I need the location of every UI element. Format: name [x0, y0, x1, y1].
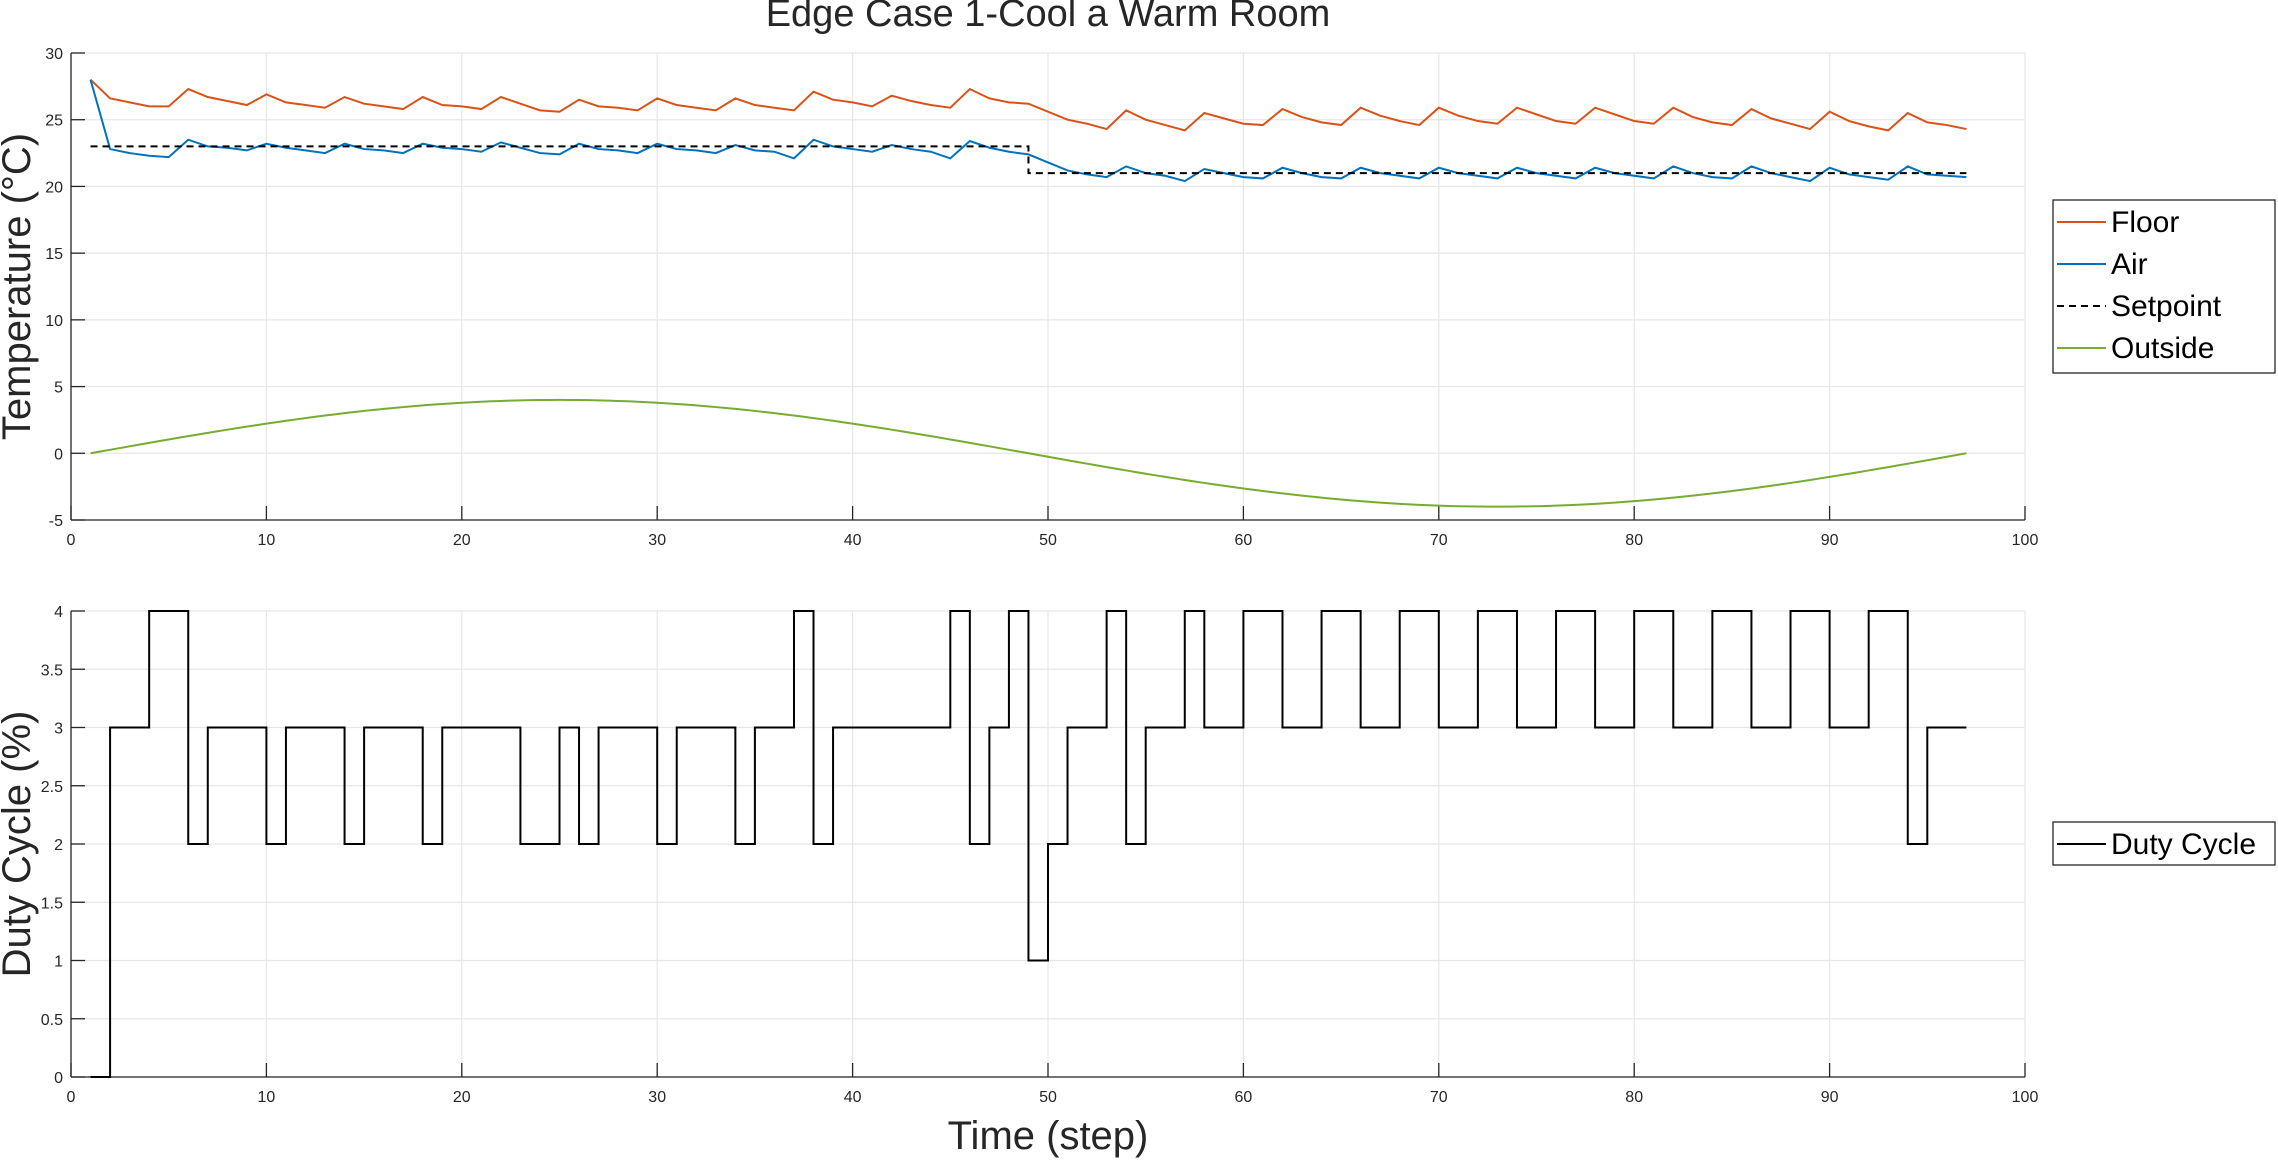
- y-tick-label: 0: [54, 446, 63, 463]
- y-tick-label: 2.5: [41, 779, 63, 796]
- y-tick-label: 25: [45, 113, 63, 130]
- y-tick-label: 15: [45, 246, 63, 263]
- x-tick-label: 30: [648, 532, 666, 549]
- series-air-line: [89, 79, 1967, 183]
- y-tick-label: -5: [49, 513, 63, 530]
- y-axis-label: Temperature (°C): [0, 133, 39, 440]
- legend-label-duty-cycle: Duty Cycle: [2111, 828, 2256, 861]
- x-tick-label: 50: [1039, 532, 1057, 549]
- x-tick-label: 100: [2012, 1089, 2039, 1106]
- duty-cycle-plot: 0 10 20 30 40 50 60 70 80 90 100 0 0.5 1 1.5 2 2.5 3 3.5 4 D…: [0, 604, 2276, 1158]
- x-tick-label: 50: [1039, 1089, 1057, 1106]
- series-outside-line: [90, 398, 1967, 508]
- y-tick-label: 30: [45, 46, 63, 63]
- temperature-plot: 0 10 20 30 40 50 60 70 80 90 100-5051015202530Temp…: [0, 46, 2276, 549]
- series-setpoint-line: [90, 145, 1967, 175]
- x-tick-label: 10: [258, 532, 276, 549]
- legend: Floor Air Setpoint Outside: [2052, 199, 2276, 374]
- chart-title: Edge Case 1-Cool a Warm Room: [766, 0, 1331, 35]
- y-tick-label: 3: [54, 721, 63, 738]
- x-tick-label: 80: [1625, 1089, 1643, 1106]
- y-tick-label: 20: [45, 179, 63, 196]
- x-tick-label: 80: [1625, 532, 1643, 549]
- legend-label-outside: Outside: [2111, 332, 2214, 365]
- x-axis-label: Time (step): [948, 1114, 1149, 1158]
- y-tick-label: 5: [54, 380, 63, 397]
- x-tick-label: 100: [2012, 532, 2039, 549]
- legend-box: [2052, 199, 2276, 374]
- series-duty-cycle-line: [90, 610, 1967, 1078]
- x-tick-label: 70: [1430, 532, 1448, 549]
- legend-label-air: Air: [2111, 248, 2148, 281]
- x-tick-label: 90: [1821, 532, 1839, 549]
- y-tick-label: 4: [54, 604, 63, 621]
- series-floor-line: [89, 78, 1967, 132]
- y-axis-label: Duty Cycle (%): [0, 711, 39, 978]
- y-tick-label: 1.5: [41, 895, 63, 912]
- x-tick-label: 90: [1821, 1089, 1839, 1106]
- y-tick-label: 1: [54, 954, 63, 971]
- legend-label-floor: Floor: [2111, 206, 2179, 239]
- x-tick-label: 20: [453, 532, 471, 549]
- x-tick-label: 0: [67, 1089, 76, 1106]
- y-tick-label: 10: [45, 313, 63, 330]
- x-tick-label: 40: [844, 1089, 862, 1106]
- x-tick-label: 30: [648, 1089, 666, 1106]
- y-tick-label: 2: [54, 837, 63, 854]
- x-tick-label: 70: [1430, 1089, 1448, 1106]
- x-tick-label: 20: [453, 1089, 471, 1106]
- x-tick-label: 40: [844, 532, 862, 549]
- y-tick-label: 3.5: [41, 662, 63, 679]
- x-tick-label: 60: [1235, 532, 1253, 549]
- x-tick-label: 0: [67, 532, 76, 549]
- y-tick-label: 0: [54, 1070, 63, 1087]
- y-tick-label: 0.5: [41, 1012, 63, 1029]
- x-tick-label: 10: [258, 1089, 276, 1106]
- legend: Duty Cycle: [2052, 821, 2276, 866]
- legend-label-setpoint: Setpoint: [2111, 290, 2222, 323]
- x-tick-label: 60: [1235, 1089, 1253, 1106]
